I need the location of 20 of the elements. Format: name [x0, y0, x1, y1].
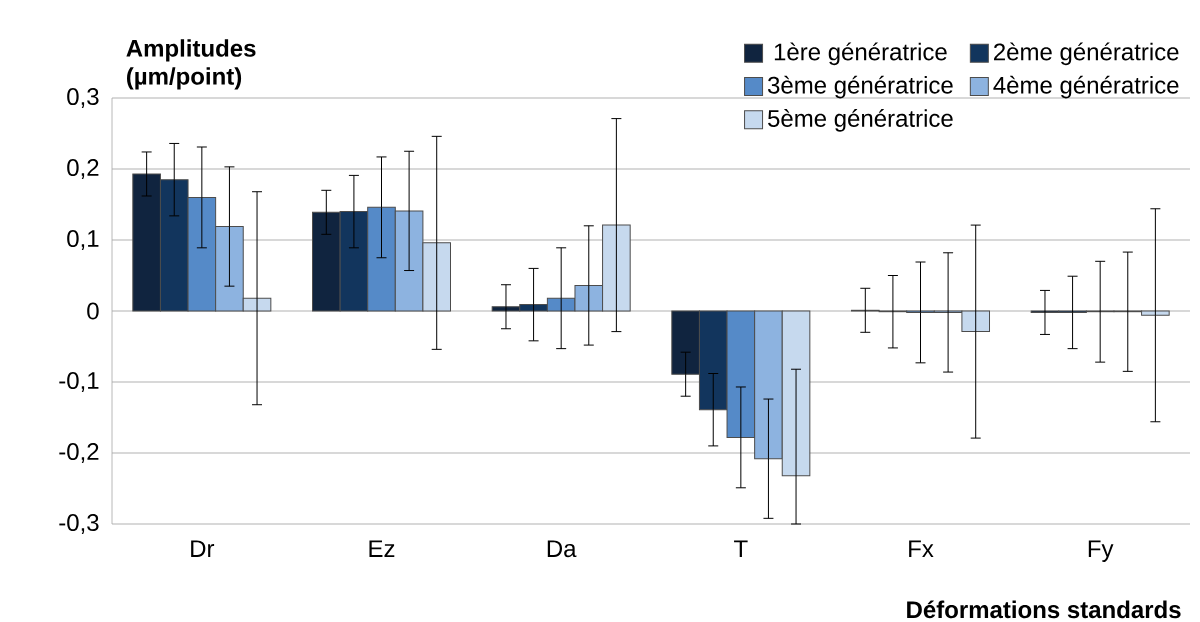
- y-tick-label: 0: [87, 302, 99, 320]
- x-tick-label: T: [734, 540, 748, 557]
- legend-label: 4ème génératrice: [993, 75, 1179, 99]
- y-tick-label: 0,3: [67, 88, 99, 108]
- x-tick-label: Fy: [1088, 540, 1114, 562]
- x-tick-label: Dr: [191, 540, 215, 557]
- legend-label: 5ème génératrice: [768, 109, 953, 132]
- y-tick-label: -0,1: [59, 372, 99, 392]
- x-axis-title: Déformations standards: [907, 600, 1181, 619]
- legend-label: 1ère génératrice: [774, 42, 947, 66]
- y-tick-label: -0,2: [59, 443, 99, 463]
- x-tick-label: Da: [547, 540, 577, 558]
- y-tick-label: 0,2: [67, 159, 99, 179]
- legend-label: 3ème génératrice: [767, 75, 953, 99]
- y-axis-title: Amplitudes (µm/point): [126, 39, 256, 90]
- y-tick-label: -0,3: [59, 514, 99, 534]
- legend-label: 2ème génératrice: [994, 42, 1179, 66]
- x-tick-label: Ez: [369, 540, 395, 557]
- x-tick-label: Fx: [909, 540, 934, 557]
- y-tick-label: 0,1: [67, 230, 99, 250]
